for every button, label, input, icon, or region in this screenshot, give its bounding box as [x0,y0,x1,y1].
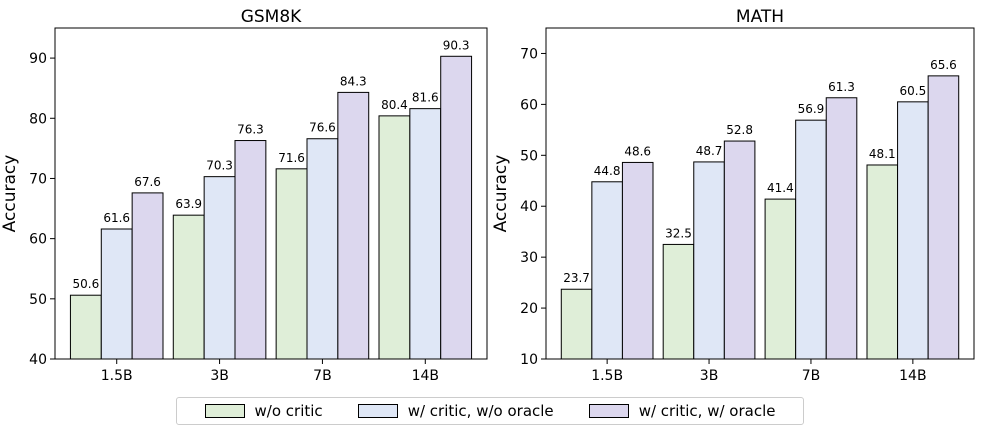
legend-label: w/ critic, w/ oracle [638,402,776,420]
data-label: 41.4 [767,181,794,195]
data-label: 84.3 [340,74,367,88]
data-label: 61.3 [828,80,855,94]
data-label: 81.6 [412,91,439,105]
bar [378,115,411,360]
legend: w/o critic w/ critic, w/o oracle w/ crit… [176,397,804,425]
data-label: 50.6 [72,277,99,291]
plot-frame [54,27,488,360]
plot-frame [545,27,975,360]
data-label: 52.8 [726,123,753,137]
data-label: 90.3 [443,38,470,52]
bar [203,176,236,360]
y-tick-label: 70 [29,171,47,187]
y-axis-label: Accuracy [491,155,511,233]
legend-item-critic-without-oracle: w/ critic, w/o oracle [357,402,554,420]
bar [172,214,205,360]
chart-title: MATH [736,7,784,27]
legend-swatch [357,404,398,418]
data-label: 67.6 [134,175,161,189]
chart-title: GSM8K [241,7,302,27]
bar [927,75,960,360]
y-axis-label: Accuracy [0,155,20,233]
data-label: 23.7 [563,271,590,285]
data-label: 76.6 [309,121,336,135]
y-tick-label: 60 [29,232,47,248]
x-tick-label: 3B [210,368,229,384]
bar [693,161,725,360]
y-tick-label: 60 [520,97,538,113]
data-label: 48.7 [696,144,723,158]
bar [591,181,623,360]
legend-label: w/ critic, w/o oracle [407,402,554,420]
data-label: 48.6 [624,144,651,158]
legend-swatch [204,404,245,418]
bar [560,288,593,360]
legend-swatch [588,404,629,418]
x-tick-label: 3B [700,368,719,384]
data-label: 48.1 [869,147,896,161]
bar [100,228,133,360]
y-tick-label: 20 [520,301,538,317]
bar [764,198,797,360]
y-tick-label: 50 [520,148,538,164]
x-tick-label: 7B [802,368,821,384]
y-tick-label: 90 [29,51,47,67]
bar [440,55,473,360]
x-tick-label: 1.5B [101,368,133,384]
bar [131,192,164,360]
y-tick-label: 50 [29,292,47,308]
x-tick-label: 14B [899,368,926,384]
y-tick-label: 80 [29,111,47,127]
bar [234,140,267,360]
bar [69,294,102,360]
bar [723,140,756,360]
data-label: 65.6 [930,58,957,72]
data-label: 60.5 [899,84,926,98]
data-label: 71.6 [278,151,305,165]
data-label: 32.5 [665,226,692,240]
data-label: 44.8 [594,164,621,178]
y-tick-label: 30 [520,250,538,266]
bar [275,168,308,360]
x-tick-label: 1.5B [591,368,623,384]
y-tick-label: 70 [520,46,538,62]
data-label: 70.3 [206,159,233,173]
data-label: 61.6 [103,211,130,225]
bar [306,138,339,360]
bar [897,101,929,360]
y-tick-label: 40 [29,352,47,368]
data-label: 63.9 [175,197,202,211]
bar [662,243,695,360]
legend-item-without-critic: w/o critic [204,402,323,420]
y-tick-label: 40 [520,199,538,215]
legend-label: w/o critic [254,402,323,420]
y-tick-label: 10 [520,352,538,368]
bar [337,91,370,360]
bar [795,119,827,360]
bar [409,108,442,360]
data-label: 76.3 [237,123,264,137]
x-tick-label: 7B [313,368,332,384]
legend-item-critic-with-oracle: w/ critic, w/ oracle [588,402,776,420]
bar [825,97,858,360]
bar [621,161,654,360]
data-label: 56.9 [798,102,825,116]
data-label: 80.4 [381,98,408,112]
x-tick-label: 14B [412,368,439,384]
bar [866,164,899,360]
